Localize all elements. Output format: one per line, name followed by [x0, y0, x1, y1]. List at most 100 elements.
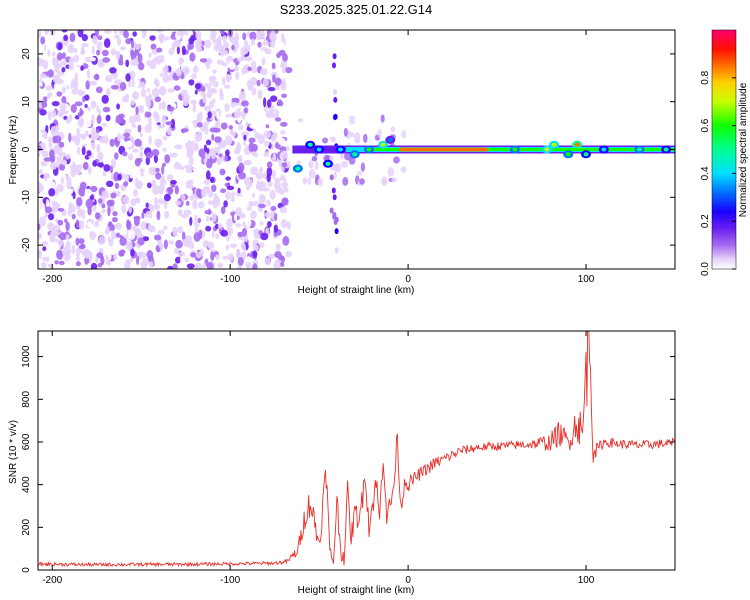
noise-blob [162, 225, 168, 231]
noise-blob [131, 39, 135, 49]
spectrogram-xlabel: Height of straight line (km) [298, 285, 415, 296]
noise-blob [173, 162, 182, 170]
noise-blob [263, 151, 270, 158]
noise-blob [58, 240, 64, 247]
noise-blob [262, 41, 270, 46]
noise-blob [165, 121, 173, 126]
noise-blob [251, 193, 256, 198]
noise-blob [61, 86, 66, 94]
noise-blob [78, 186, 86, 197]
noise-blob [95, 86, 103, 94]
noise-blob [149, 35, 156, 41]
snr-series-line [38, 331, 675, 568]
signal-clump-core [663, 147, 669, 152]
noise-blob [148, 135, 152, 145]
noise-blob [41, 101, 48, 108]
noise-blob [190, 34, 195, 42]
noise-blob [140, 221, 148, 231]
noise-blob [38, 216, 47, 227]
noise-blob [154, 113, 160, 123]
noise-blob [314, 160, 319, 171]
noise-blob [308, 168, 316, 179]
noise-blob [223, 50, 228, 55]
noise-blob [273, 224, 278, 233]
noise-blob [134, 158, 141, 167]
noise-blob [96, 162, 105, 168]
noise-blob [89, 230, 95, 239]
spectrogram-ytick-label: 0 [21, 146, 32, 152]
noise-blob [95, 207, 103, 213]
noise-blob [189, 122, 194, 128]
noise-blob [228, 61, 236, 70]
noise-blob [70, 104, 77, 113]
noise-blob [222, 255, 227, 260]
noise-blob [168, 240, 174, 245]
noise-blob [90, 100, 97, 109]
noise-blob [97, 35, 103, 41]
noise-blob [228, 125, 234, 130]
noise-blob [185, 164, 193, 174]
noise-blob [56, 79, 64, 85]
noise-blob [297, 118, 304, 123]
noise-blob [266, 173, 271, 183]
snr-ytick-label: 0 [21, 567, 32, 573]
noise-blob [61, 246, 70, 257]
noise-blob [52, 230, 58, 237]
noise-blob [150, 43, 157, 50]
noise-blob [198, 148, 206, 158]
noise-blob [226, 218, 233, 229]
noise-blob [240, 242, 246, 250]
noise-blob [333, 171, 337, 180]
noise-blob [114, 79, 122, 85]
noise-blob [211, 184, 217, 192]
noise-blob [219, 168, 226, 176]
noise-blob [84, 119, 92, 128]
noise-blob [43, 44, 47, 51]
noise-blob [86, 69, 91, 79]
noise-blob [166, 106, 175, 112]
noise-blob [48, 213, 55, 221]
noise-blob [308, 160, 314, 169]
noise-blob [123, 30, 129, 39]
noise-blob [80, 243, 86, 249]
noise-blob [234, 32, 239, 43]
noise-blob [200, 188, 208, 198]
noise-blob [107, 253, 112, 261]
noise-blob [38, 169, 43, 175]
noise-blob [280, 42, 285, 48]
noise-blob [207, 111, 212, 119]
noise-blob [216, 156, 222, 166]
noise-blob [139, 251, 147, 259]
noise-blob [333, 219, 338, 225]
noise-blob [108, 221, 113, 227]
colorbar: 0.0 0.2 0.4 0.6 0.8 Normalized spectral ampl… [700, 29, 749, 276]
noise-blob [41, 150, 49, 158]
noise-blob [257, 134, 265, 145]
noise-blob [146, 216, 151, 224]
noise-blob [47, 263, 53, 268]
noise-blob [75, 164, 83, 170]
noise-blob [93, 74, 100, 80]
noise-blob [111, 217, 118, 223]
noise-blob [256, 79, 261, 87]
noise-blob [58, 141, 65, 148]
noise-blob [266, 199, 271, 207]
noise-blob [258, 203, 266, 209]
noise-blob [198, 176, 202, 187]
noise-blob [139, 31, 143, 38]
noise-blob [90, 57, 96, 62]
noise-blob [60, 177, 64, 185]
noise-blob [105, 75, 113, 83]
noise-blob [257, 111, 266, 118]
noise-blob [61, 30, 68, 33]
noise-blob [145, 202, 149, 208]
noise-blob [93, 221, 100, 228]
noise-blob [391, 177, 398, 182]
snr-xtick-label: -100 [220, 575, 240, 586]
noise-blob [274, 84, 280, 91]
noise-blob [105, 226, 110, 235]
noise-blob [253, 244, 259, 252]
noise-blob [259, 50, 266, 58]
noise-blob [279, 256, 285, 261]
noise-blob [75, 219, 80, 229]
